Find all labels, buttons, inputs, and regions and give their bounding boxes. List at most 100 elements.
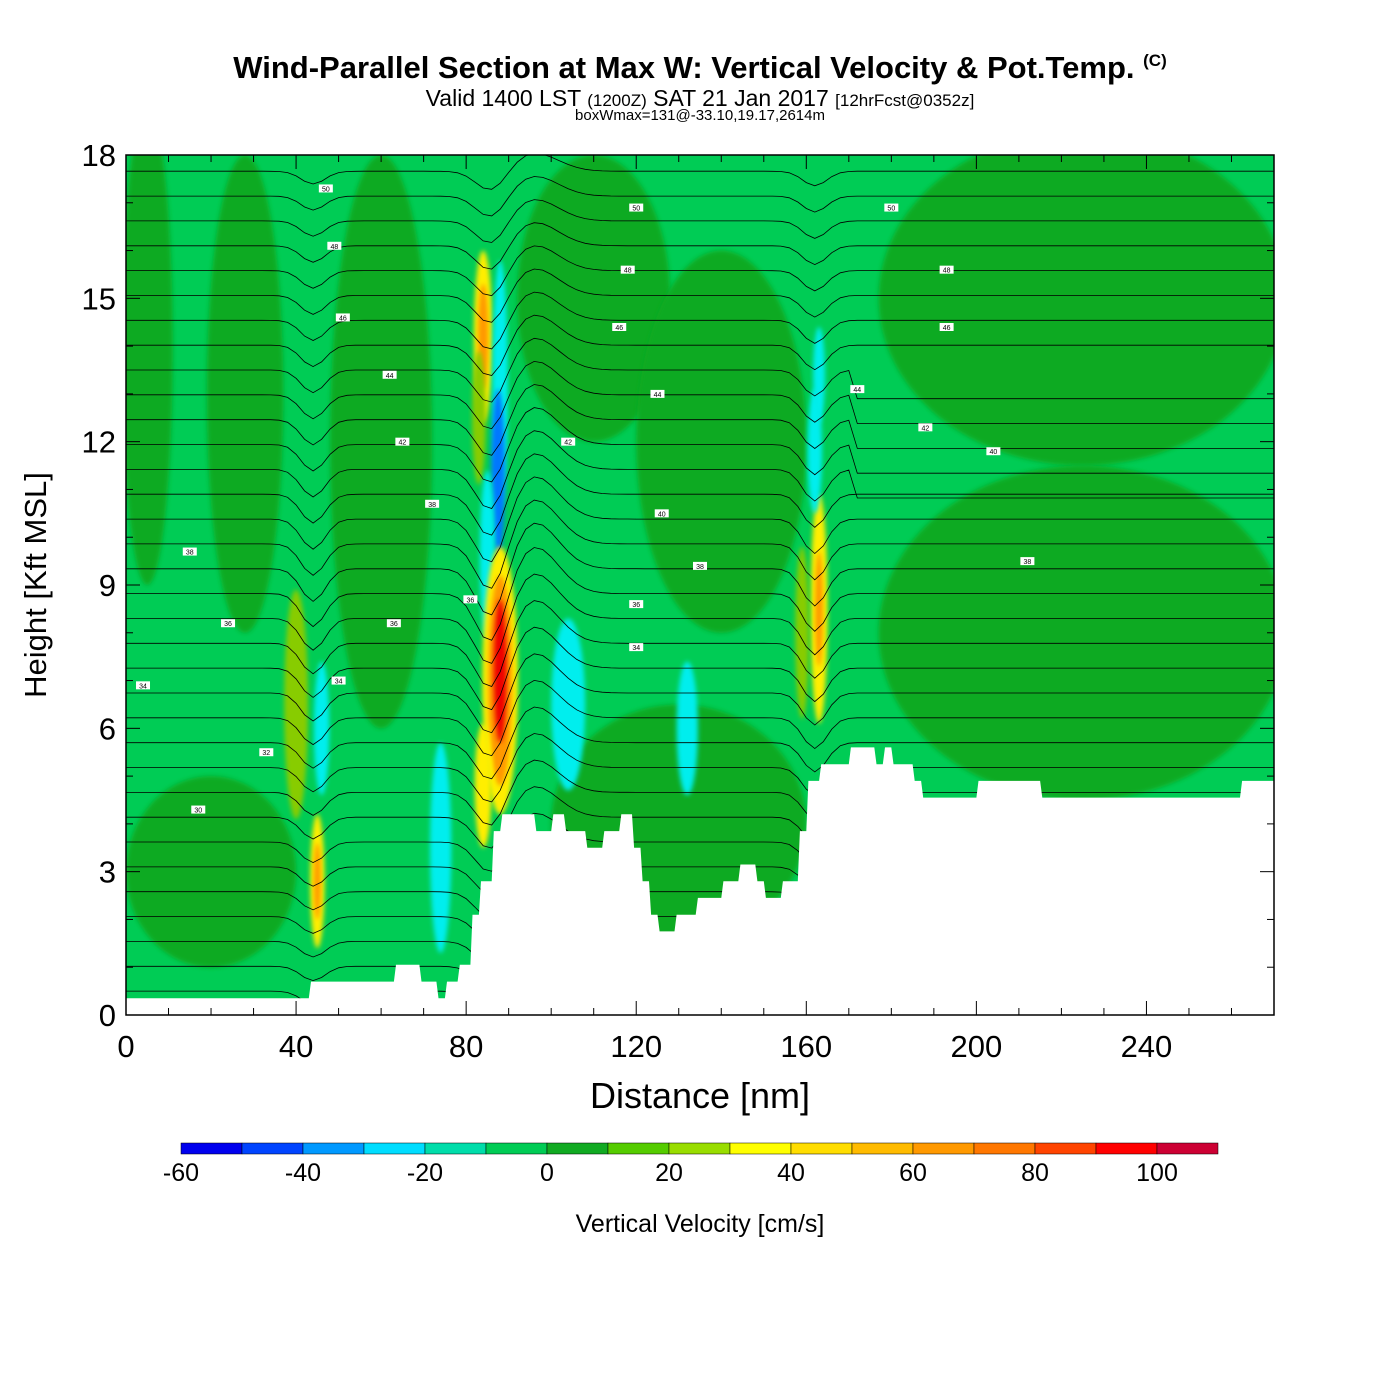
y-tick-label: 9: [99, 568, 116, 603]
velocity-cell-30: [813, 327, 826, 423]
colorbar: -60 -40 -20 0 20 40 60 80 100: [163, 1142, 1219, 1187]
velocity-cell-18: [472, 350, 486, 485]
theta-label: 50: [632, 206, 640, 213]
theta-label-box: [884, 203, 899, 212]
x-tick-label: 120: [610, 1029, 662, 1064]
velocity-cell-6: [878, 465, 1274, 800]
colorbar-swatch: [1034, 1142, 1097, 1155]
theta-label: 34: [335, 679, 343, 686]
y-axis-label: Height [Kft MSL]: [18, 472, 53, 698]
x-tick-label: 160: [780, 1029, 832, 1064]
theta-label: 38: [696, 564, 704, 571]
theta-label: 50: [322, 186, 330, 193]
theta-label-box: [629, 643, 644, 652]
y-tick-label: 15: [82, 281, 116, 316]
theta-label-box: [327, 241, 342, 250]
theta-label-box: [136, 681, 151, 690]
colorbar-swatch: [363, 1142, 426, 1155]
colorbar-tick-label: -40: [285, 1159, 321, 1187]
theta-label: 50: [887, 206, 895, 213]
theta-label: 36: [390, 621, 398, 628]
theta-contour-line: [126, 573, 1274, 664]
colorbar-swatch: [424, 1142, 487, 1155]
theta-contour-line: [126, 407, 1274, 483]
terrain-mask: [126, 747, 1274, 1015]
theta-contour-line: [126, 384, 1274, 456]
theta-contour-line: [126, 706, 1274, 780]
velocity-cell-2: [330, 155, 433, 729]
theta-contour-line: [126, 600, 1274, 687]
theta-contour-line: [126, 155, 1274, 190]
theta-label: 30: [194, 808, 202, 815]
velocity-cell-25: [474, 723, 492, 848]
theta-label: 42: [921, 425, 929, 432]
theta-label-box: [259, 748, 274, 757]
theta-label-box: [182, 547, 197, 556]
theta-contours: [126, 155, 1274, 1011]
theta-label-box: [918, 423, 933, 432]
theta-label-box: [629, 600, 644, 609]
theta-label-box: [425, 499, 440, 508]
colorbar-swatch: [546, 1142, 609, 1155]
theta-label-box: [191, 805, 206, 814]
velocity-field: [126, 155, 1274, 968]
velocity-cell-5: [878, 155, 1274, 466]
theta-labels: 30 32 34 34 36 36 38 38 42 44 46 48 50 36 42 34 36 38 40 44…: [136, 184, 1035, 815]
theta-label: 32: [262, 750, 270, 757]
velocity-cell-9: [430, 742, 452, 953]
theta-contour-line: [126, 222, 1274, 270]
theta-label: 48: [330, 244, 338, 251]
theta-contour-line: [126, 430, 1274, 509]
theta-label: 48: [624, 268, 632, 275]
box-info: boxWmax=131@-33.10,19.17,2614m: [575, 107, 825, 124]
velocity-cell-11: [676, 661, 698, 796]
y-tick-label: 6: [99, 711, 116, 746]
x-axis-label: Distance [nm]: [590, 1075, 810, 1116]
theta-label-box: [612, 323, 627, 331]
theta-label: 46: [943, 325, 951, 332]
colorbar-swatch: [1095, 1142, 1158, 1155]
theta-contour-line: [126, 176, 1274, 217]
colorbar-tick-label: 0: [540, 1159, 554, 1187]
theta-contour-line: [126, 547, 1274, 641]
theta-contour-line: [126, 360, 1274, 430]
velocity-cell-28: [795, 546, 809, 719]
colorbar-swatch: [180, 1142, 243, 1155]
colorbar-swatch: [607, 1142, 670, 1155]
colorbar-label: Vertical Velocity [cm/s]: [576, 1210, 825, 1238]
theta-label-box: [654, 509, 669, 518]
theta-label: 38: [186, 550, 194, 557]
plot-area: 30 32 34 34 36 36 38 38 42 44 46 48 50 36 42 34 36 38 40 44…: [125, 154, 1275, 1016]
theta-label-box: [331, 676, 346, 685]
theta-contour-line: [126, 626, 1274, 711]
y-tick-label: 12: [82, 425, 116, 460]
theta-label-box: [620, 265, 635, 274]
theta-contour-line: [126, 679, 1274, 757]
theta-label: 44: [386, 373, 394, 380]
theta-contour-line: [126, 653, 1274, 734]
theta-label: 36: [467, 597, 475, 604]
theta-label-box: [850, 385, 865, 394]
colorbar-tick-label: 40: [777, 1159, 805, 1187]
colorbar-swatch: [1156, 1142, 1219, 1155]
colorbar-swatch: [485, 1142, 548, 1155]
colorbar-swatch: [912, 1142, 975, 1155]
velocity-cell-1: [206, 155, 284, 633]
x-tick-label: 40: [279, 1029, 313, 1064]
colorbar-tick-label: -60: [163, 1159, 199, 1187]
theta-label-box: [693, 561, 707, 570]
theta-label-box: [939, 265, 954, 274]
theta-contour-line: [126, 733, 1274, 803]
theta-label: 42: [398, 440, 406, 447]
theta-label: 38: [428, 502, 436, 509]
colorbar-swatch: [851, 1142, 914, 1155]
velocity-cell-14: [313, 843, 321, 920]
colorbar-swatch: [729, 1142, 792, 1155]
x-tick-label: 200: [951, 1029, 1003, 1064]
theta-contour-line: [126, 499, 1274, 589]
theta-contour-line: [126, 268, 1274, 323]
theta-label-box: [221, 619, 236, 628]
theta-label: 36: [224, 621, 232, 628]
